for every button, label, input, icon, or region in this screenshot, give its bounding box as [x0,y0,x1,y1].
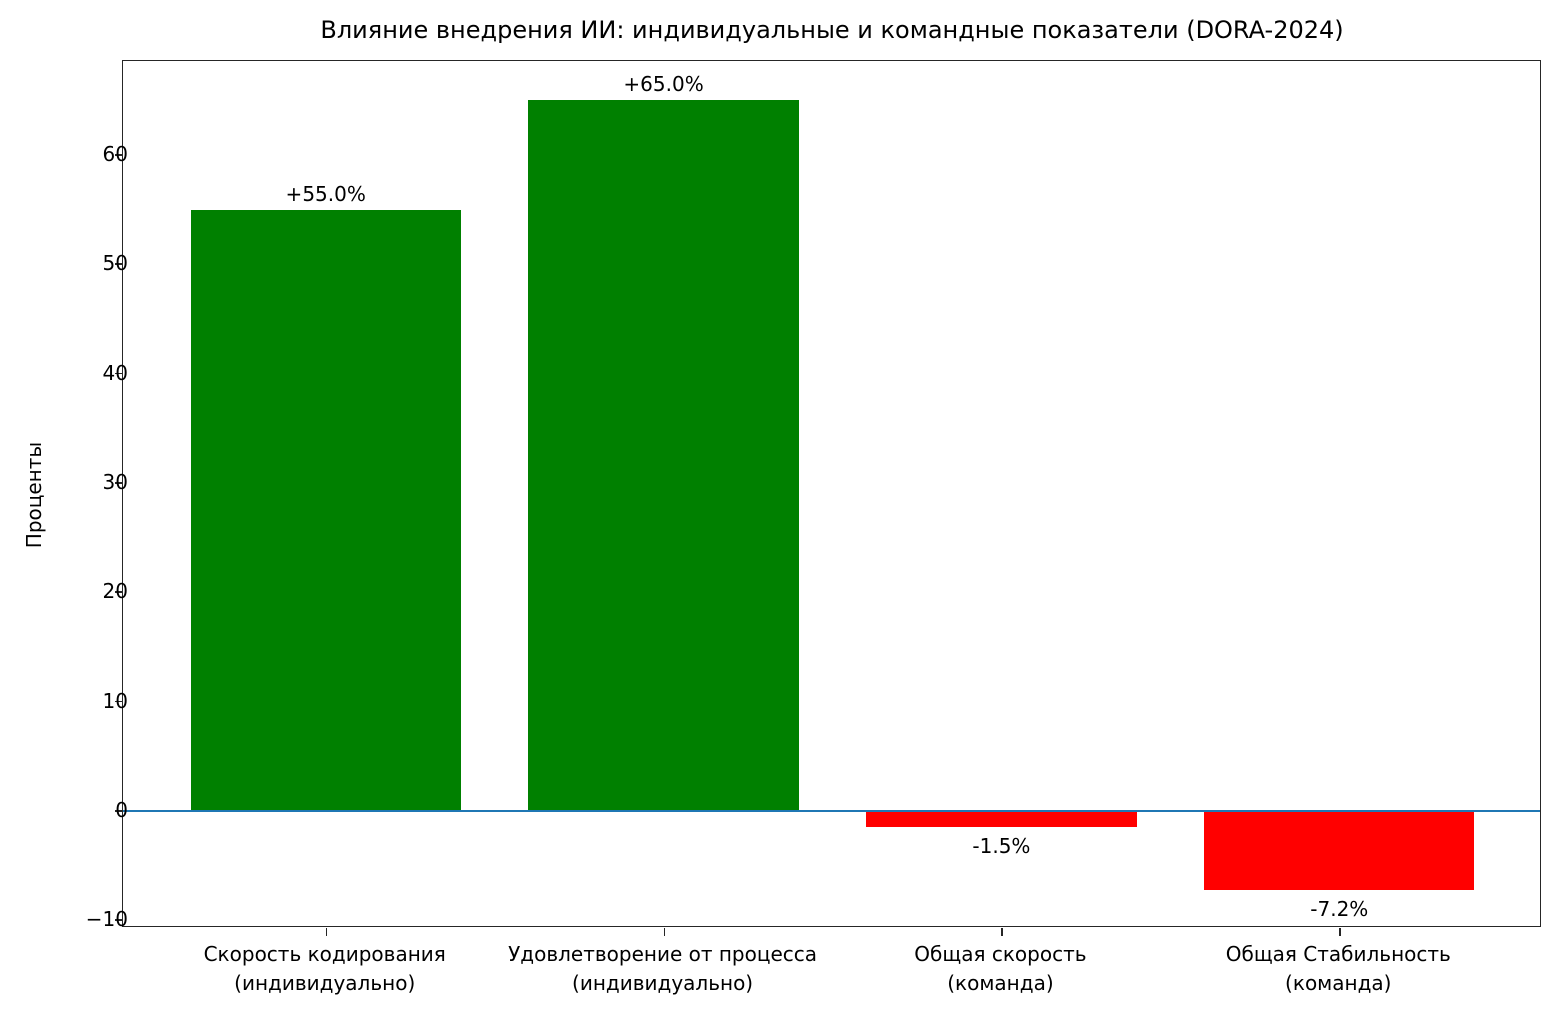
zero-reference-line [123,810,1540,812]
bar-value-label: -1.5% [972,834,1031,859]
y-tick-label: 40 [102,360,128,385]
y-tick-label: 20 [102,579,128,604]
bar [190,209,461,811]
x-tick-label: Общая Стабильность (команда) [1225,942,1451,995]
plot-area: +55.0% +65.0% -1.5% -7.2% [115,60,1541,936]
x-tick-label: Скорость кодирования (индивидуально) [203,942,446,995]
y-tick-label: 0 [115,798,128,822]
y-tick-label: −10 [85,907,128,932]
x-tick-mark [663,928,666,936]
y-tick-mark [115,482,123,484]
bar [866,811,1137,828]
bar-value-label: -7.2% [1310,896,1369,921]
bar [528,100,799,811]
x-tick-mark [1001,928,1003,936]
x-tick-mark [325,928,328,936]
y-tick-mark [115,591,123,593]
y-tick-label: 10 [102,688,128,713]
y-axis-label: Проценты [22,441,46,549]
y-tick-mark [115,919,123,921]
bar [1204,811,1475,890]
y-tick-mark [115,372,123,375]
x-tick-label: Удовлетворение от процесса (индивидуально… [508,942,818,995]
bar-value-label: +55.0% [285,181,366,206]
y-tick-mark [115,154,123,156]
x-tick-label: Общая скорость (команда) [914,942,1087,995]
y-tick-mark [115,700,123,703]
chart-title: Влияние внедрения ИИ: индивидуальные и к… [320,16,1344,44]
y-tick-label: 50 [102,251,128,276]
x-tick-mark [1339,928,1341,936]
y-tick-label: 60 [102,142,128,167]
y-tick-mark [115,263,123,265]
y-tick-label: 30 [102,470,128,495]
bar-value-label: +65.0% [623,72,704,97]
y-tick-mark [115,810,123,812]
